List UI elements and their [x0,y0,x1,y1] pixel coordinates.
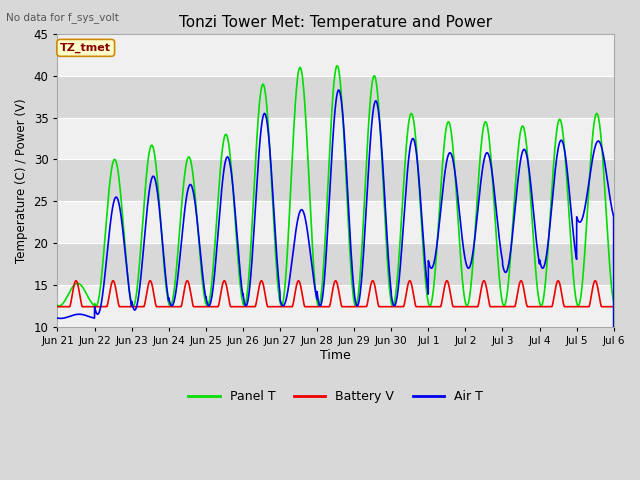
X-axis label: Time: Time [320,348,351,361]
Text: TZ_tmet: TZ_tmet [60,43,111,53]
Bar [58,243,614,285]
Bar [58,34,614,76]
Text: No data for f_sys_volt: No data for f_sys_volt [6,12,119,23]
Legend: Panel T, Battery V, Air T: Panel T, Battery V, Air T [183,385,488,408]
Y-axis label: Temperature (C) / Power (V): Temperature (C) / Power (V) [15,98,28,263]
Bar [58,201,614,243]
Bar [58,76,614,118]
Bar [58,159,614,201]
Bar [58,118,614,159]
Title: Tonzi Tower Met: Temperature and Power: Tonzi Tower Met: Temperature and Power [179,15,492,30]
Bar [58,285,614,327]
